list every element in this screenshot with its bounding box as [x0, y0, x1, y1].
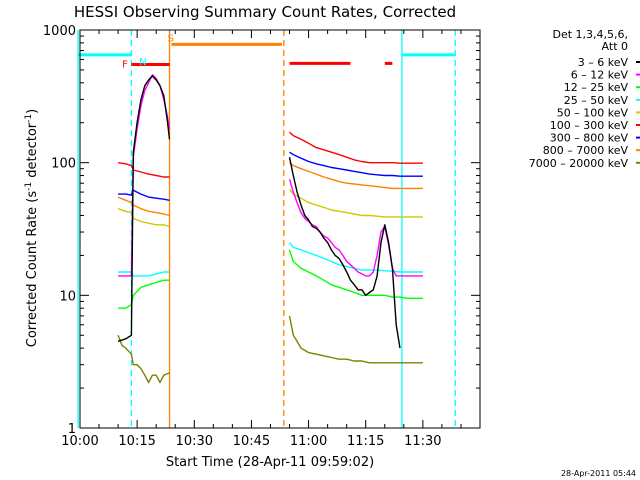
legend-label-0: 3 – 6 keV: [578, 56, 629, 69]
series-line-0-seg-0: [117, 75, 171, 342]
legend-label-3: 25 – 50 keV: [564, 94, 629, 107]
y-tick-label-100: 100: [51, 157, 76, 172]
legend-label-4: 50 – 100 keV: [557, 106, 629, 119]
series-line-3-seg-0: [118, 271, 170, 277]
x-tick-label-90: 11:30: [404, 434, 441, 449]
series-line-1-seg-0: [118, 74, 171, 277]
footer-date: 28-Apr-2011 05:44: [561, 469, 636, 478]
series-line-4-seg-1: [288, 188, 423, 218]
x-tick-label-45: 10:45: [233, 434, 270, 449]
x-tick-label-15: 10:15: [118, 434, 155, 449]
y-axis-label-main: Corrected Count Rate (s: [25, 191, 40, 348]
legend-label-1: 6 – 12 keV: [571, 69, 629, 82]
x-tick-label-60: 11:00: [290, 434, 327, 449]
series-line-3-seg-1: [288, 242, 423, 273]
chart-title: HESSI Observing Summary Count Rates, Cor…: [74, 3, 456, 21]
x-tick-label-30: 10:30: [176, 434, 213, 449]
series-line-1-seg-1: [288, 179, 423, 277]
series-line-2-seg-1: [288, 249, 423, 299]
legend-header-line-2: Att 0: [602, 40, 628, 53]
x-tick-label-75: 11:15: [347, 434, 384, 449]
series-line-5-seg-1: [289, 131, 423, 164]
series-line-7-seg-0: [117, 196, 170, 217]
y-axis-label-mid: detector: [25, 122, 40, 182]
y-axis-label-sup1: -1: [24, 182, 34, 191]
legend-label-6: 300 – 800 keV: [550, 132, 629, 145]
legend-label-8: 7000 – 20000 keV: [529, 157, 629, 170]
legend-header-line-1: Det 1,3,4,5,6,: [552, 28, 628, 41]
plot-border: [79, 29, 481, 429]
series-line-8-seg-0: [117, 335, 170, 384]
y-axis-label-sup2: -1: [24, 114, 34, 123]
series-line-0-seg-1: [288, 157, 401, 349]
series-line-7-seg-1: [289, 162, 423, 190]
y-axis-label: Corrected Count Rate (s-1 detector-1): [24, 109, 40, 347]
x-axis-label: Start Time (28-Apr-11 09:59:02): [166, 455, 374, 470]
series-line-6-seg-0: [118, 189, 170, 201]
plot-frame: 10:00 10:15 10:30 10:45 11:00 11:15 11:30 1 10 10…: [43, 24, 481, 449]
series-line-5-seg-0: [117, 162, 170, 178]
legend-label-5: 100 – 300 keV: [550, 119, 629, 132]
y-axis-label-end: ): [25, 109, 40, 114]
flag-label-n: N: [139, 57, 146, 68]
series-line-6-seg-1: [289, 151, 423, 177]
y-tick-label-10: 10: [59, 289, 76, 304]
plot-content: F N S: [77, 30, 456, 428]
flag-label-s: S: [167, 33, 173, 44]
legend-label-2: 12 – 25 keV: [564, 81, 629, 94]
flag-label-f: F: [122, 59, 128, 70]
y-tick-label-1000: 1000: [43, 24, 76, 39]
series-line-4-seg-0: [117, 208, 170, 228]
legend-label-7: 800 – 7000 keV: [543, 144, 629, 157]
series-line-2-seg-0: [118, 279, 170, 309]
x-tick-label-0: 10:00: [61, 434, 98, 449]
y-tick-label-1: 1: [68, 422, 76, 437]
series-line-8-seg-1: [288, 315, 423, 364]
